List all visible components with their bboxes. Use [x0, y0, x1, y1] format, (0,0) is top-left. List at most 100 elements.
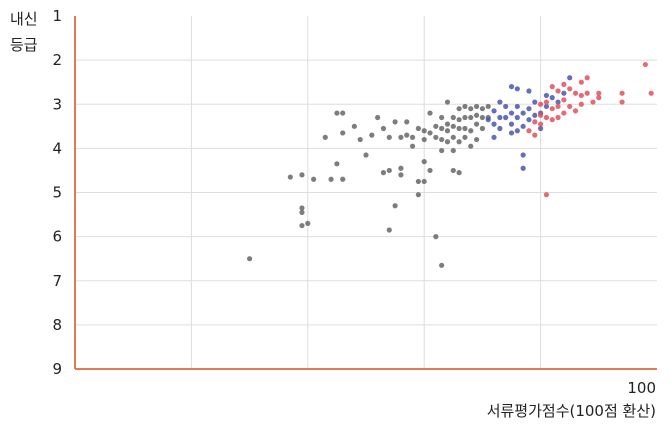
- data-point-gray: [340, 130, 346, 136]
- data-point-blue: [526, 88, 532, 94]
- data-point-gray: [421, 136, 427, 143]
- y-tick-label: 5: [52, 184, 62, 202]
- data-point-gray: [473, 112, 480, 118]
- data-point-red: [584, 75, 590, 81]
- data-point-gray: [433, 234, 439, 240]
- data-point-gray: [392, 203, 398, 209]
- data-point-gray: [444, 99, 451, 105]
- data-point-red: [538, 101, 544, 107]
- data-point-gray: [462, 134, 468, 140]
- data-point-gray: [328, 176, 334, 182]
- data-point-gray: [468, 114, 474, 121]
- data-point-gray: [380, 125, 387, 132]
- data-point-gray: [363, 152, 369, 158]
- data-point-gray: [473, 121, 480, 127]
- data-point-red: [549, 84, 555, 90]
- data-point-gray: [444, 139, 451, 145]
- data-point-blue: [538, 125, 544, 132]
- y-tick-label: 9: [52, 360, 62, 378]
- data-point-gray: [398, 172, 404, 178]
- data-point-blue: [497, 99, 503, 105]
- data-point-gray: [322, 134, 328, 140]
- data-point-gray: [421, 128, 427, 134]
- data-point-red: [538, 121, 544, 127]
- data-point-red: [555, 114, 561, 121]
- data-point-gray: [299, 205, 305, 211]
- data-point-gray: [334, 110, 340, 116]
- data-point-gray: [439, 136, 445, 143]
- data-point-gray: [468, 143, 474, 149]
- data-point-red: [578, 79, 584, 85]
- data-point-blue: [520, 165, 526, 171]
- y-tick-label: 2: [52, 51, 62, 69]
- data-point-red: [549, 117, 555, 123]
- data-point-red: [567, 103, 573, 110]
- data-point-gray: [456, 170, 462, 176]
- data-point-gray: [427, 110, 433, 116]
- data-points: [247, 61, 654, 268]
- data-point-gray: [299, 209, 305, 215]
- data-point-gray: [305, 220, 311, 226]
- data-point-gray: [340, 110, 346, 116]
- data-point-blue: [503, 114, 509, 121]
- data-point-gray: [427, 167, 433, 174]
- data-point-gray: [456, 125, 462, 132]
- data-point-blue: [514, 114, 520, 121]
- data-point-blue: [567, 75, 573, 81]
- data-point-gray: [369, 132, 375, 138]
- y-tick-label: 8: [52, 316, 62, 334]
- axes: [74, 16, 657, 370]
- data-point-gray: [468, 128, 474, 134]
- data-point-red: [532, 119, 538, 125]
- data-point-blue: [526, 117, 532, 123]
- data-point-blue: [508, 121, 515, 127]
- data-point-gray: [404, 119, 410, 125]
- y-tick-label: 1: [52, 7, 62, 25]
- data-point-blue: [543, 92, 550, 99]
- data-point-red: [538, 112, 544, 118]
- data-point-red: [596, 90, 602, 96]
- data-point-red: [526, 128, 532, 134]
- data-point-red: [642, 61, 648, 68]
- grid-lines: [75, 16, 657, 369]
- data-point-red: [532, 132, 538, 138]
- data-point-red: [561, 81, 567, 87]
- data-point-gray: [433, 134, 439, 140]
- data-point-gray: [439, 262, 445, 268]
- data-point-blue: [532, 99, 538, 105]
- data-point-gray: [439, 147, 445, 154]
- data-point-red: [648, 90, 654, 96]
- data-point-gray: [468, 106, 474, 112]
- data-point-gray: [427, 130, 433, 136]
- data-point-gray: [311, 176, 317, 182]
- data-point-gray: [462, 125, 468, 132]
- data-point-gray: [439, 125, 445, 132]
- data-point-gray: [479, 125, 485, 132]
- data-point-gray: [456, 139, 462, 145]
- data-point-blue: [514, 103, 520, 110]
- data-point-blue: [561, 90, 567, 96]
- x-axis-max-label: 100: [627, 379, 656, 397]
- data-point-blue: [497, 125, 503, 132]
- data-point-blue: [491, 134, 497, 140]
- x-axis-title: 서류평가점수(100점 환산): [487, 402, 656, 420]
- data-point-gray: [479, 114, 485, 121]
- data-point-gray: [299, 222, 305, 229]
- data-point-blue: [508, 130, 515, 136]
- data-point-blue: [485, 117, 491, 123]
- data-point-gray: [409, 143, 416, 149]
- data-point-gray: [473, 103, 480, 110]
- data-point-red: [584, 90, 590, 96]
- data-point-gray: [421, 159, 427, 165]
- data-point-gray: [444, 128, 451, 134]
- data-point-gray: [375, 114, 381, 121]
- data-point-gray: [439, 114, 445, 121]
- data-point-gray: [415, 125, 421, 132]
- data-point-gray: [450, 134, 456, 140]
- data-point-red: [555, 103, 561, 110]
- data-point-red: [590, 99, 596, 105]
- data-point-blue: [503, 103, 509, 110]
- data-point-gray: [247, 256, 253, 262]
- data-point-blue: [514, 128, 520, 134]
